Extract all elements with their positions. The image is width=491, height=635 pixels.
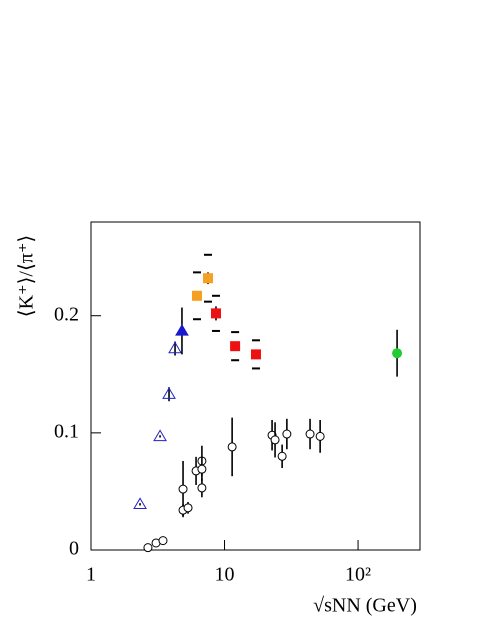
point (250, 349, 261, 360)
point (168, 341, 182, 354)
x-tick-label: 10 (215, 564, 235, 586)
point (270, 435, 280, 445)
point (183, 503, 193, 513)
point (203, 273, 214, 284)
point (227, 442, 237, 452)
x-axis-label: √sNN (GeV) (313, 595, 417, 617)
point (133, 497, 147, 510)
plot-frame (90, 221, 421, 551)
point (158, 536, 168, 546)
y-tick-label: 0.1 (54, 420, 79, 442)
point (191, 290, 202, 301)
point (282, 429, 292, 439)
y-axis-label: ⟨K⁺⟩/⟨π⁺⟩ (16, 235, 38, 317)
point (315, 431, 325, 441)
y-tick-label: 0 (69, 538, 79, 560)
point (197, 483, 207, 493)
point (143, 543, 153, 553)
point (178, 484, 188, 494)
x-tick-label: 10² (345, 564, 371, 586)
point (153, 429, 167, 442)
point (392, 348, 403, 359)
x-tick-label: 1 (86, 564, 96, 586)
point (197, 464, 207, 474)
point (277, 451, 287, 461)
y-tick-label: 0.2 (54, 303, 79, 325)
point (230, 341, 241, 352)
point (305, 429, 315, 439)
point (175, 323, 189, 336)
point (162, 387, 176, 399)
point (210, 308, 221, 319)
